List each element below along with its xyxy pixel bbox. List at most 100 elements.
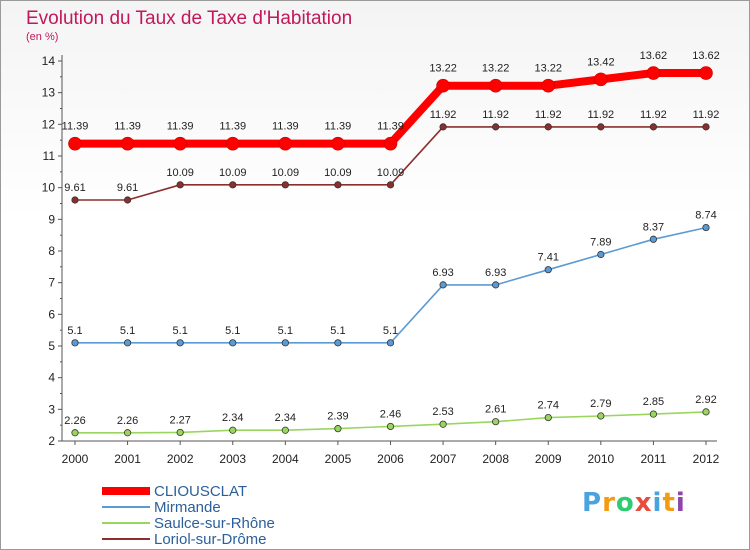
legend: CLIOUSCLATMirmandeSaulce-sur-RhôneLoriol… bbox=[102, 483, 275, 548]
logo-letter: r bbox=[602, 488, 616, 518]
data-label: 9.61 bbox=[117, 182, 138, 194]
data-point bbox=[439, 123, 447, 131]
data-label: 13.22 bbox=[534, 63, 562, 75]
chart-subtitle: (en %) bbox=[26, 31, 58, 43]
data-label: 2.46 bbox=[380, 408, 401, 420]
data-point bbox=[702, 408, 710, 416]
x-tick-label: 2008 bbox=[482, 452, 509, 466]
data-point bbox=[649, 123, 658, 131]
data-label: 11.92 bbox=[482, 109, 509, 121]
x-tick-label: 2012 bbox=[693, 452, 720, 466]
y-tick-label: 7 bbox=[48, 276, 55, 290]
data-label: 2.27 bbox=[169, 414, 190, 426]
data-label: 8.74 bbox=[695, 210, 716, 222]
data-label: 6.93 bbox=[432, 267, 453, 279]
data-point bbox=[173, 136, 187, 151]
data-point bbox=[229, 181, 237, 189]
logo-letter: i bbox=[675, 488, 686, 518]
data-point bbox=[176, 181, 184, 189]
data-label: 13.62 bbox=[640, 50, 668, 62]
data-point bbox=[597, 250, 605, 259]
data-label: 2.85 bbox=[643, 396, 664, 408]
data-label: 8.37 bbox=[643, 221, 664, 233]
data-point bbox=[439, 420, 447, 428]
data-point bbox=[123, 196, 132, 204]
y-tick-label: 12 bbox=[42, 117, 56, 131]
data-label: 11.92 bbox=[430, 109, 457, 121]
data-point bbox=[544, 123, 552, 131]
data-label: 6.93 bbox=[485, 267, 506, 279]
logo-letter: x bbox=[634, 488, 653, 518]
data-label: 11.39 bbox=[272, 121, 299, 133]
logo-letter: o bbox=[615, 488, 635, 518]
x-tick-label: 2000 bbox=[62, 452, 89, 466]
logo-letter: P bbox=[582, 488, 603, 518]
data-point bbox=[176, 428, 184, 437]
data-label: 11.39 bbox=[325, 121, 352, 133]
legend-label: CLIOUSCLAT bbox=[154, 483, 247, 500]
x-tick-label: 2005 bbox=[325, 452, 352, 466]
data-point bbox=[541, 78, 556, 93]
data-label: 11.39 bbox=[114, 121, 141, 133]
data-point bbox=[123, 339, 132, 347]
data-label: 11.92 bbox=[587, 109, 614, 121]
data-point bbox=[699, 66, 713, 80]
chart-title: Evolution du Taux de Taxe d'Habitation bbox=[26, 8, 352, 29]
y-tick-label: 4 bbox=[48, 371, 55, 385]
data-point bbox=[492, 418, 500, 426]
data-point bbox=[229, 339, 237, 347]
data-label: 10.09 bbox=[272, 167, 300, 179]
data-label: 10.09 bbox=[324, 167, 352, 179]
data-point bbox=[597, 123, 605, 131]
data-label: 13.22 bbox=[429, 63, 457, 75]
data-label: 10.09 bbox=[166, 167, 194, 179]
data-point bbox=[649, 410, 658, 418]
data-point bbox=[68, 136, 82, 151]
series-points bbox=[68, 66, 713, 437]
data-label: 13.62 bbox=[692, 50, 720, 62]
data-label: 7.89 bbox=[590, 236, 611, 248]
data-label: 5.1 bbox=[383, 325, 398, 337]
x-tick-label: 2011 bbox=[641, 452, 667, 466]
data-point bbox=[544, 266, 552, 274]
data-point bbox=[281, 339, 289, 347]
data-label: 5.1 bbox=[67, 325, 82, 337]
data-point bbox=[229, 426, 237, 434]
data-label: 10.09 bbox=[377, 167, 405, 179]
data-label: 7.41 bbox=[538, 252, 559, 264]
data-point bbox=[334, 339, 342, 347]
data-label: 11.39 bbox=[62, 121, 89, 133]
x-tick-label: 2001 bbox=[114, 452, 141, 466]
data-point bbox=[71, 196, 79, 204]
data-label: 11.39 bbox=[167, 121, 194, 133]
data-label: 10.09 bbox=[219, 167, 247, 179]
data-point bbox=[225, 136, 240, 151]
data-label: 2.26 bbox=[117, 415, 138, 427]
data-label: 11.92 bbox=[640, 109, 667, 121]
y-tick-label: 2 bbox=[48, 434, 55, 448]
data-label: 2.53 bbox=[432, 406, 453, 418]
data-point bbox=[386, 422, 395, 431]
data-point bbox=[436, 78, 450, 93]
data-point bbox=[649, 235, 658, 243]
data-point bbox=[439, 281, 447, 289]
data-label: 11.39 bbox=[377, 121, 404, 133]
y-tick-label: 6 bbox=[48, 307, 55, 321]
legend-label: Loriol-sur-Drôme bbox=[154, 531, 267, 548]
data-point bbox=[334, 425, 342, 433]
x-tick-label: 2007 bbox=[430, 452, 457, 466]
data-point bbox=[646, 66, 661, 80]
y-tick-label: 3 bbox=[48, 402, 55, 416]
data-point bbox=[492, 123, 500, 131]
data-label: 5.1 bbox=[120, 325, 135, 337]
data-label: 2.79 bbox=[590, 398, 611, 410]
data-label: 2.74 bbox=[538, 400, 559, 412]
data-label: 5.1 bbox=[330, 325, 345, 337]
data-point bbox=[120, 136, 135, 151]
data-point bbox=[544, 413, 552, 422]
y-tick-label: 9 bbox=[48, 212, 55, 226]
data-point bbox=[702, 223, 710, 232]
data-point bbox=[331, 136, 345, 151]
